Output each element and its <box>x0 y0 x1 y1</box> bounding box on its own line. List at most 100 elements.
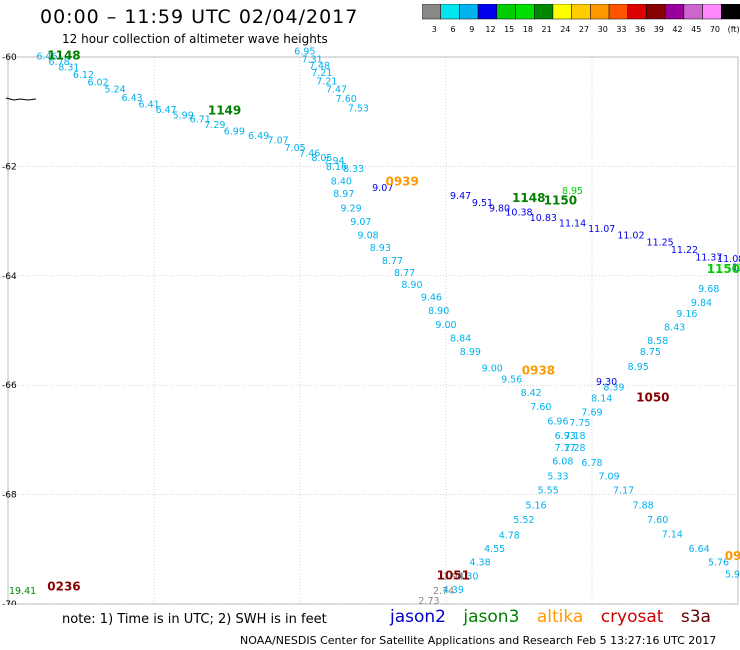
wave-height-label: 6.78 <box>581 458 602 469</box>
wave-height-label: 7.17 <box>613 486 634 497</box>
wave-height-label: 5.99 <box>173 110 194 121</box>
wave-height-label: 7.75 <box>569 418 590 429</box>
wave-height-label: 9.84 <box>691 298 712 309</box>
wave-height-label: 8.97 <box>333 189 354 200</box>
pass-time-label: 0939 <box>385 175 418 189</box>
wave-height-label: 7.09 <box>598 471 619 482</box>
legend-label: 45 <box>691 25 701 34</box>
color-legend: 3 6 9 12 15 18 21 24 27 30 33 36 39 42 45 70 (ft) <box>422 4 740 34</box>
wave-height-label: 8.90 <box>401 280 422 291</box>
wave-height-label: 8.95 <box>562 186 583 197</box>
wave-height-label: 8.77 <box>382 256 403 267</box>
wave-height-label: 8.16 <box>326 162 347 173</box>
pass-time-label: 1050 <box>636 391 669 405</box>
y-tick-label: -60 <box>2 53 17 63</box>
wave-height-label: 7.94 <box>323 156 344 167</box>
wave-height-label: 9.51 <box>472 198 493 209</box>
wave-height-label: 8.84 <box>450 333 471 344</box>
satellite-label-jason2: jason2 <box>390 607 446 627</box>
wave-height-label: 8.58 <box>647 336 668 347</box>
wave-height-label: 9.07 <box>350 217 371 228</box>
wave-height-label: 9.56 <box>501 374 522 385</box>
legend-label: 9 <box>469 25 474 34</box>
legend-label: 3 <box>432 25 437 34</box>
wave-height-label: 7.18 <box>564 431 585 442</box>
wave-height-label: 7.17 <box>555 443 576 454</box>
wave-height-label: 8.95 <box>628 362 649 373</box>
y-tick-label: -64 <box>2 272 17 282</box>
wave-height-label: 11.14 <box>559 219 586 230</box>
wave-height-label: 6.02 <box>87 77 108 88</box>
wave-height-label: 6.43 <box>122 93 143 104</box>
wave-height-label: 11.07 <box>588 224 615 235</box>
wave-height-label: 9.08 <box>358 231 379 242</box>
legend-label: 70 <box>710 25 720 34</box>
wave-height-label: 7.60 <box>336 94 357 105</box>
wave-height-label: 2.73 <box>418 596 439 605</box>
wave-height-label: 10.83 <box>530 213 557 224</box>
wave-height-label: 4.38 <box>469 558 490 569</box>
satellite-label-cryosat: cryosat <box>600 607 664 627</box>
wave-height-label: 8.77 <box>394 268 415 279</box>
wave-height-label: 6.41 <box>139 99 160 110</box>
page-title: 00:00 – 11:59 UTC 02/04/2017 <box>40 6 359 28</box>
wave-height-label: 19.41 <box>9 586 36 597</box>
pass-time-label: 1149 <box>208 103 241 117</box>
wave-height-label: 6.46 <box>36 52 57 63</box>
wave-height-label: 11.37 <box>695 252 722 263</box>
wave-height-label: 6.12 <box>73 70 94 81</box>
satellite-label-altika: altika <box>536 607 584 627</box>
wave-height-label: 7.53 <box>348 104 369 115</box>
wave-height-label: 5.16 <box>525 500 546 511</box>
pass-time-label: 1148 <box>512 191 545 205</box>
y-tick-label: -62 <box>2 162 17 172</box>
legend-label: 24 <box>560 25 570 34</box>
wave-height-label: 9.00 <box>482 364 503 375</box>
wave-height-label: 7.60 <box>647 515 668 526</box>
wave-height-label: 7.05 <box>285 143 306 154</box>
wave-height-label: 7.47 <box>326 85 347 96</box>
wave-height-label: 8.90 <box>428 306 449 317</box>
wave-height-label: 6.08 <box>552 457 573 468</box>
wave-height-label: 6.96 <box>547 417 568 428</box>
legend-label: 33 <box>616 25 626 34</box>
satellite-label-jason3: jason3 <box>463 607 520 627</box>
wave-height-label: 7.29 <box>204 120 225 131</box>
wave-height-label: 8.05 <box>311 153 332 164</box>
legend-label: 12 <box>485 25 495 34</box>
legend-label: 6 <box>451 25 456 34</box>
legend-swatch <box>721 4 740 20</box>
wave-height-label: 6.49 <box>248 131 269 142</box>
wave-height-label: 7.60 <box>530 402 551 413</box>
satellite-legend: jason2 jason3 altika cryosat s3a <box>390 607 723 627</box>
wave-height-label: 8.42 <box>521 388 542 399</box>
y-tick-label: -70 <box>2 600 17 605</box>
wave-height-label: 9.16 <box>676 309 697 320</box>
legend-label: 21 <box>541 25 551 34</box>
wave-height-label: 8.99 <box>460 347 481 358</box>
wave-height-label: 9.29 <box>341 203 362 214</box>
legend-label: 39 <box>654 25 664 34</box>
wave-height-label: 5.55 <box>538 486 559 497</box>
wave-height-label: 6.99 <box>224 127 245 138</box>
wave-height-label: 7.46 <box>299 149 320 160</box>
legend-label: 42 <box>672 25 682 34</box>
pass-time-label: 1148 <box>47 49 80 63</box>
wave-height-label: 4.30 <box>457 571 478 582</box>
wave-height-label: 5.76 <box>708 558 729 569</box>
wave-height-label: 8.40 <box>331 176 352 187</box>
coastline-outline <box>5 97 37 101</box>
wave-height-label: 7.07 <box>268 135 289 146</box>
wave-height-label: 5.33 <box>547 471 568 482</box>
wave-height-label: 6.93 <box>555 431 576 442</box>
wave-height-label: 9.30 <box>596 377 617 388</box>
pass-time-label: 0938 <box>522 363 555 377</box>
wave-height-label: 11 <box>732 262 740 273</box>
wave-height-label: 4.55 <box>484 544 505 555</box>
wave-height-label: 11.02 <box>617 231 644 242</box>
wave-height-label: 5.52 <box>513 515 534 526</box>
wave-height-label: 8.43 <box>664 323 685 334</box>
wave-height-label: 7.21 <box>316 76 337 87</box>
legend-label: 15 <box>504 25 514 34</box>
legend-label: 30 <box>598 25 608 34</box>
